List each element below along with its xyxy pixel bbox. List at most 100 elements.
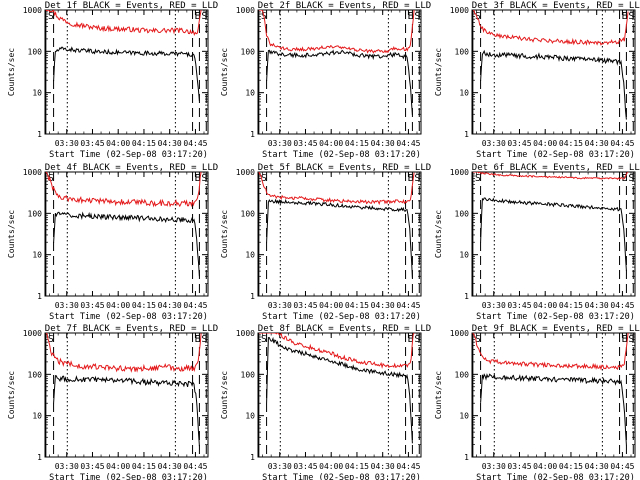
x-tick-label: 04:30 [585,462,609,471]
x-axis-label: Start Time (02-Sep-08 03:17:20) [49,473,208,480]
y-tick-label: 1 [250,130,255,139]
panel-title: Det 3f BLACK = Events, RED = LLD [472,1,640,11]
series-lld-line [472,10,629,46]
x-tick-label: 04:15 [345,139,369,148]
panel-title: Det 5f BLACK = Events, RED = LLD [258,163,431,173]
panel-title: Det 6f BLACK = Events, RED = LLD [472,163,640,173]
panel-det-7: Det 7f BLACK = Events, RED = LLD Counts/s… [7,324,218,480]
marker-label: S [48,173,54,184]
x-tick-label: 04:15 [345,462,369,471]
y-tick-label: 1000 [23,168,42,177]
y-tick-label: 1000 [236,329,255,338]
x-tick-label: 04:30 [585,139,609,148]
marker-label: S [201,334,207,345]
y-tick-label: 100 [455,47,470,56]
series-events-line [266,336,413,444]
y-tick-label: 1 [464,130,469,139]
x-tick-label: 03:45 [293,301,317,310]
y-axis-label: Counts/sec [7,371,16,419]
series-events-line [480,197,627,271]
y-tick-label: 1000 [23,329,42,338]
marker-label: E [195,334,201,345]
x-tick-label: 04:00 [533,301,557,310]
x-tick-label: 04:15 [559,462,583,471]
marker-label: S [414,334,420,345]
plot-frame [257,332,422,458]
x-tick-label: 03:45 [507,301,531,310]
y-tick-label: 1 [37,130,42,139]
plot-frame [471,9,636,135]
y-tick-label: 1 [250,453,255,462]
marker-label: S [201,11,207,22]
x-axis-label: Start Time (02-Sep-08 03:17:20) [476,312,635,322]
y-tick-label: 1 [464,453,469,462]
y-tick-label: 1000 [23,6,42,15]
y-tick-label: 1000 [236,168,255,177]
x-tick-label: 03:30 [268,301,292,310]
y-tick-label: 10 [245,412,255,421]
plot-frame [44,171,209,297]
x-tick-label: 03:30 [55,139,79,148]
marker-label: E [622,334,628,345]
panel-det-6: Det 6f BLACK = Events, RED = LLD Counts/s… [434,163,640,322]
series-events-line [53,375,200,447]
y-tick-label: 100 [241,209,256,218]
x-tick-label: 04:00 [319,139,343,148]
y-tick-label: 100 [455,209,470,218]
panel-det-9: Det 9f BLACK = Events, RED = LLD Counts/s… [434,324,640,480]
panel-title: Det 4f BLACK = Events, RED = LLD [45,163,218,173]
marker-label: S [628,173,634,184]
series-lld-line [45,172,202,208]
y-tick-label: 1 [37,292,42,301]
x-tick-label: 04:30 [158,139,182,148]
x-tick-label: 04:45 [183,139,207,148]
x-tick-label: 04:00 [533,462,557,471]
series-lld-line [472,333,629,371]
y-axis-label: Counts/sec [434,371,443,419]
y-tick-label: 1 [250,292,255,301]
y-axis-label: Counts/sec [220,48,229,96]
marker-label: S [414,11,420,22]
series-events-line [480,49,627,120]
y-tick-label: 10 [245,89,255,98]
y-tick-label: 10 [245,251,255,260]
x-tick-label: 04:30 [371,139,395,148]
series-lld-line [45,10,202,37]
panel-title: Det 7f BLACK = Events, RED = LLD [45,324,218,334]
marker-label: E [408,11,414,22]
x-tick-label: 04:00 [533,139,557,148]
y-axis-label: Counts/sec [7,210,16,258]
marker-label: S [475,11,481,22]
y-tick-label: 100 [28,370,43,379]
y-tick-label: 10 [459,251,469,260]
x-tick-label: 04:15 [345,301,369,310]
marker-label: E [195,11,201,22]
x-tick-label: 04:30 [585,301,609,310]
marker-label: S [261,334,267,345]
x-tick-label: 04:00 [319,301,343,310]
x-tick-label: 04:45 [396,139,420,148]
y-tick-label: 1000 [450,168,469,177]
x-tick-label: 04:30 [371,462,395,471]
x-tick-label: 03:45 [80,301,104,310]
panel-det-3: Det 3f BLACK = Events, RED = LLD Counts/s… [434,1,640,160]
y-tick-label: 100 [455,370,470,379]
x-tick-label: 04:15 [132,139,156,148]
x-tick-label: 03:30 [268,462,292,471]
x-axis-label: Start Time (02-Sep-08 03:17:20) [476,473,635,480]
panel-title: Det 2f BLACK = Events, RED = LLD [258,1,431,11]
x-tick-label: 04:45 [610,462,634,471]
marker-label: S [48,11,54,22]
y-axis-label: Counts/sec [220,371,229,419]
series-events-line [266,198,413,278]
x-tick-label: 03:30 [482,462,506,471]
x-tick-label: 04:30 [158,301,182,310]
x-tick-label: 04:15 [132,301,156,310]
panel-det-5: Det 5f BLACK = Events, RED = LLD Counts/s… [220,163,431,322]
y-axis-label: Counts/sec [434,210,443,258]
x-tick-label: 03:30 [55,301,79,310]
series-events-line [480,373,627,446]
x-tick-label: 04:45 [610,139,634,148]
x-tick-label: 04:15 [559,301,583,310]
